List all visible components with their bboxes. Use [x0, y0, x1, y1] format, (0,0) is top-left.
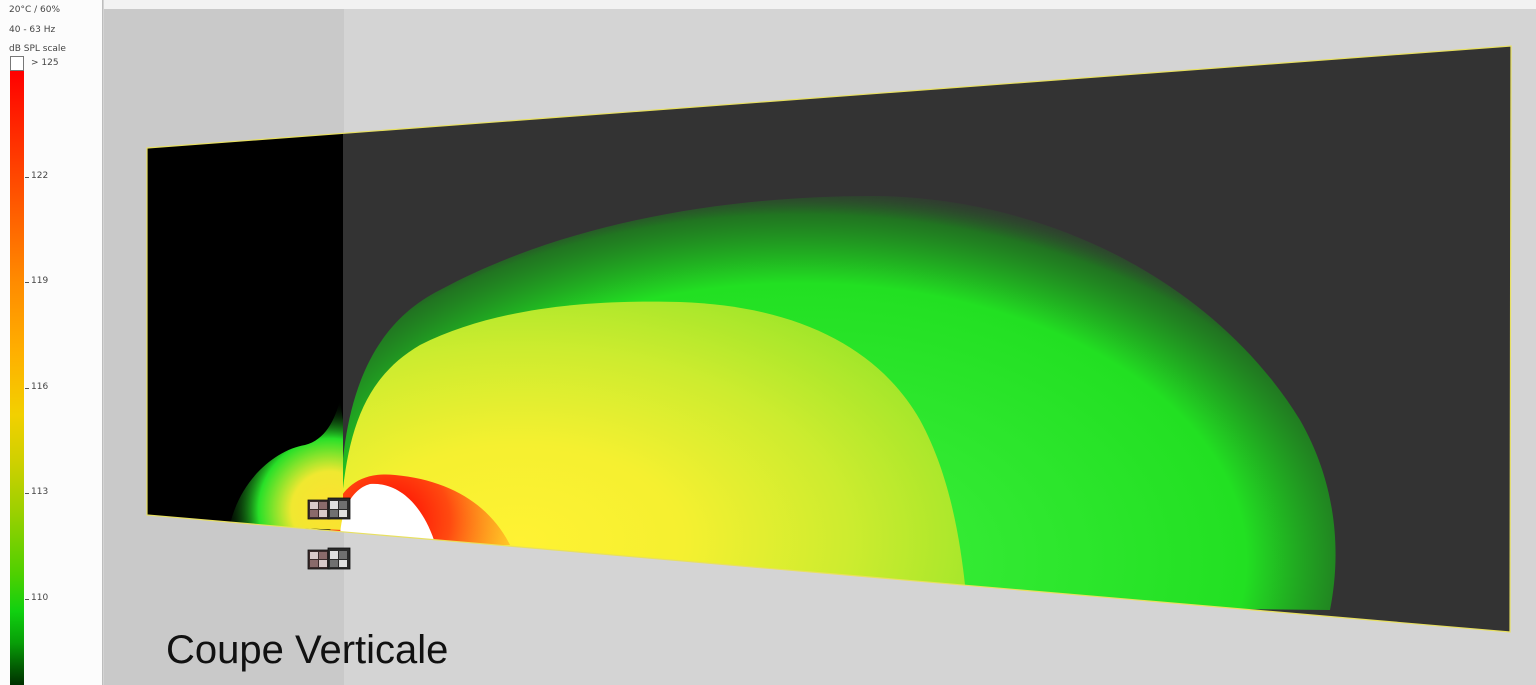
speaker-cabinet-icon	[307, 547, 351, 570]
legend-tick-label: 116	[31, 382, 49, 392]
spl-over-125-zone	[340, 483, 434, 540]
speaker-stack-upper[interactable]	[307, 497, 351, 520]
legend-tick-label: 110	[31, 593, 49, 603]
legend-scale-title: dB SPL scale	[9, 44, 66, 54]
legend-tick	[25, 282, 29, 283]
spl-contour-rear-lobe	[230, 400, 343, 530]
legend-tick	[25, 388, 29, 389]
legend-conditions: 20°C / 60%	[9, 5, 60, 15]
speaker-stack-lower[interactable]	[307, 547, 351, 570]
legend-frequency-band: 40 - 63 Hz	[9, 25, 56, 35]
legend-tick-label: 122	[31, 171, 49, 181]
spl-legend-panel: 20°C / 60% 40 - 63 Hz dB SPL scale > 125…	[0, 0, 103, 685]
legend-color-bar	[10, 71, 24, 685]
spl-contour-113	[340, 301, 965, 585]
legend-over-label: > 125	[31, 58, 59, 68]
legend-tick	[25, 493, 29, 494]
legend-tick-label: 113	[31, 487, 49, 497]
legend-tick	[25, 177, 29, 178]
section-plane-outline	[146, 45, 1512, 633]
speaker-cabinet-icon	[307, 497, 351, 520]
view-title: Coupe Verticale	[166, 628, 449, 672]
legend-tick-label: 119	[31, 276, 49, 286]
legend-over-swatch	[10, 56, 24, 71]
legend-tick	[25, 599, 29, 600]
viewport-top-strip	[104, 0, 1536, 9]
